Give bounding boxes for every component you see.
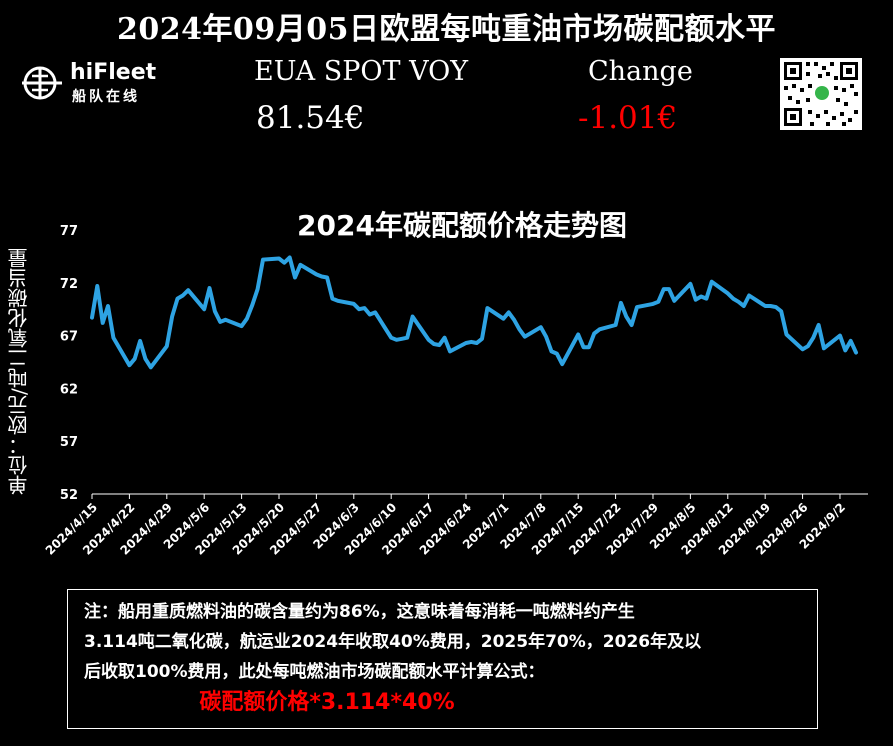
y-tick-label: 62 [60, 382, 78, 397]
change-value: -1.01€ [578, 100, 678, 136]
y-tick-label: 72 [60, 277, 78, 292]
brand-name: hiFleet [70, 60, 157, 85]
price-series-line [90, 255, 858, 370]
note-line: 3.114吨二氧化碳，航运业2024年收取40%费用，2025年70%，2026… [84, 632, 702, 652]
y-tick-label: 77 [60, 224, 78, 239]
y-tick-label: 52 [60, 488, 78, 503]
ticker-label: EUA SPOT VOY [254, 56, 469, 87]
brand-subtitle: 船队在线 [72, 89, 140, 105]
page-title: 2024年09月05日欧盟每吨重油市场碳配额水平 [117, 12, 776, 47]
note-line: 后收取100%费用，此处每吨燃油市场碳配额水平计算公式： [84, 662, 545, 682]
qr-code-icon [780, 58, 862, 130]
change-label: Change [588, 56, 693, 87]
ticker-value: 81.54€ [256, 100, 365, 136]
y-tick-label: 57 [60, 435, 78, 450]
note-text: 注：船用重质燃料油的碳含量约为86%，这意味着每消耗一吨燃料约产生 3.114吨… [84, 597, 804, 687]
y-tick-label: 67 [60, 330, 78, 345]
note-line: 注：船用重质燃料油的碳含量约为86%，这意味着每消耗一吨燃料约产生 [84, 602, 635, 622]
formula-text: 碳配额价格*3.114*40% [199, 690, 455, 715]
note-box [67, 589, 818, 729]
price-line-chart: 5257626772772024/4/152024/4/222024/4/292… [43, 224, 868, 558]
hifleet-logo-icon [22, 66, 62, 100]
chart-title: 2024年碳配额价格走势图 [297, 209, 627, 242]
